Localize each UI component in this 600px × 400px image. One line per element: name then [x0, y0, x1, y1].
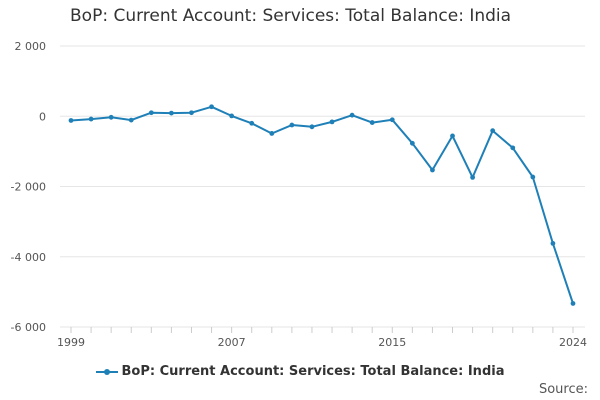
series-line	[70, 105, 574, 304]
data-point[interactable]	[128, 117, 134, 123]
y-tick-label: 0	[39, 110, 46, 123]
x-tick-label: 2015	[378, 336, 406, 349]
source-label: Source:	[538, 382, 588, 397]
legend-swatch	[95, 367, 118, 377]
grid-lines	[60, 45, 585, 328]
legend[interactable]: BoP: Current Account: Services: Total Ba…	[0, 364, 600, 379]
data-point[interactable]	[148, 110, 154, 116]
data-point[interactable]	[329, 119, 335, 125]
data-point[interactable]	[349, 112, 355, 118]
data-point[interactable]	[369, 120, 375, 125]
data-point[interactable]	[470, 174, 475, 180]
x-tick-label: 1999	[57, 336, 85, 349]
data-point[interactable]	[108, 114, 114, 120]
x-tick-label: 2024	[559, 336, 587, 349]
data-point[interactable]	[68, 118, 74, 123]
chart-title: BoP: Current Account: Services: Total Ba…	[70, 6, 512, 26]
data-point[interactable]	[289, 122, 295, 128]
y-tick-label: 2 000	[15, 40, 47, 53]
data-point[interactable]	[309, 124, 315, 130]
data-point[interactable]	[88, 116, 94, 122]
data-point[interactable]	[430, 167, 435, 173]
data-point[interactable]	[209, 104, 214, 110]
x-axis: 1999 2007 2015 2024	[57, 327, 587, 349]
data-point[interactable]	[389, 117, 395, 123]
data-point[interactable]	[229, 113, 235, 119]
data-point[interactable]	[409, 140, 415, 146]
data-point[interactable]	[249, 120, 255, 126]
data-point[interactable]	[169, 110, 174, 116]
data-point[interactable]	[269, 131, 275, 136]
data-point[interactable]	[490, 128, 496, 134]
x-tick-label: 2007	[218, 336, 246, 349]
y-axis: 2 000 0 -2 000 -4 000 -6 000	[11, 40, 46, 334]
data-point[interactable]	[189, 110, 194, 116]
y-tick-label: -2 000	[11, 181, 46, 194]
data-point[interactable]	[570, 301, 576, 306]
data-point[interactable]	[510, 145, 516, 151]
y-tick-label: -4 000	[11, 251, 46, 264]
y-tick-label: -6 000	[11, 321, 46, 334]
legend-label: BoP: Current Account: Services: Total Ba…	[121, 364, 505, 379]
data-point[interactable]	[530, 174, 536, 180]
series-group	[68, 104, 576, 306]
data-point[interactable]	[450, 133, 455, 139]
data-point[interactable]	[550, 241, 556, 246]
